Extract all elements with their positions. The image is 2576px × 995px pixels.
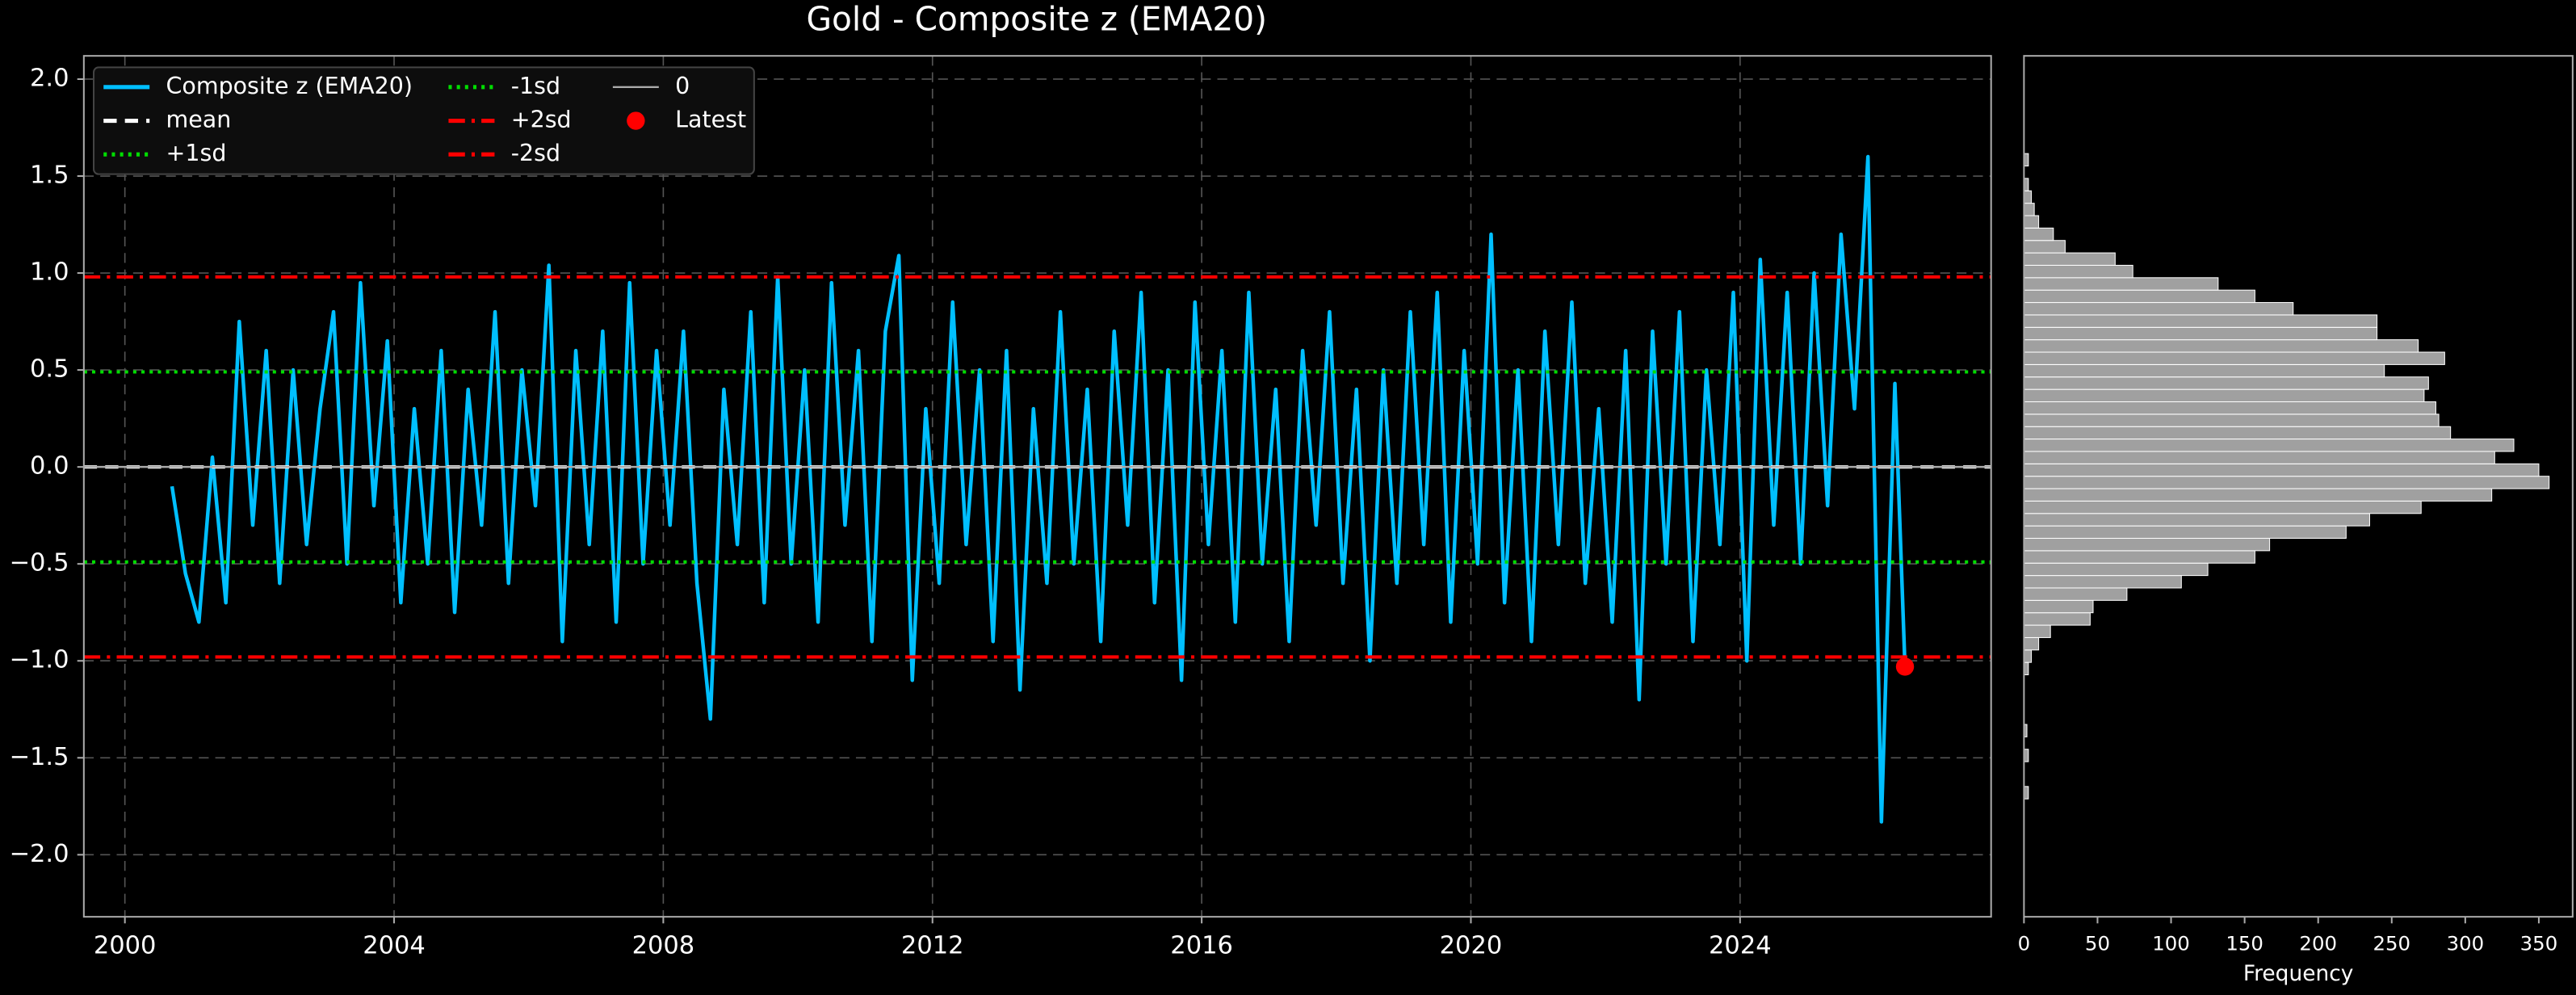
histogram-bar (2023, 624, 2051, 638)
x-tick-label: 250 (2373, 932, 2411, 955)
histogram-bar (2023, 289, 2255, 304)
x-tick-label: 2016 (1170, 931, 1233, 959)
plot-frame (2023, 55, 2574, 918)
histogram-bar (2023, 550, 2255, 564)
histogram-bar (2023, 215, 2040, 229)
histogram-bar (2023, 376, 2429, 390)
histogram-bar (2023, 302, 2294, 316)
y-tick-label: 1.5 (30, 162, 69, 190)
histogram-bar (2023, 326, 2378, 341)
histogram-bar (2023, 587, 2128, 601)
x-tick-label: 350 (2520, 932, 2558, 955)
x-tick-label: 2024 (1709, 931, 1772, 959)
histogram-bar (2023, 451, 2495, 464)
histogram-bar (2023, 264, 2133, 279)
chart-title: Gold - Composite z (EMA20) (807, 0, 1267, 38)
x-tick-label: 100 (2152, 932, 2190, 955)
histogram-bar (2023, 339, 2419, 353)
legend-label: -2sd (511, 140, 560, 166)
histogram-bar (2023, 538, 2271, 552)
histogram-bar (2023, 190, 2033, 204)
y-tick-label: −1.0 (9, 646, 69, 674)
histogram-bar (2023, 314, 2378, 328)
y-tick-label: 0.5 (30, 355, 69, 384)
x-tick-label: 2004 (363, 931, 426, 959)
x-tick-label: 2008 (632, 931, 695, 959)
y-tick-label: −2.0 (9, 840, 69, 868)
legend-label: -1sd (511, 73, 560, 99)
histogram-bar (2023, 227, 2054, 241)
x-tick-label: 2020 (1440, 931, 1503, 959)
legend-label: +2sd (511, 107, 572, 133)
x-tick-label: 2012 (901, 931, 964, 959)
histogram-bar (2023, 203, 2035, 216)
histogram-bar (2023, 636, 2040, 651)
y-tick-label: −0.5 (9, 549, 69, 577)
histogram-bar (2023, 476, 2550, 489)
histogram-bar (2023, 240, 2066, 254)
histogram-bar (2023, 439, 2515, 452)
histogram-bar (2023, 252, 2116, 266)
histogram-bar (2023, 612, 2091, 626)
histogram-bar (2023, 649, 2033, 663)
histogram-bar (2023, 426, 2452, 440)
histogram-bar (2023, 388, 2425, 402)
legend-label: Composite z (EMA20) (166, 73, 413, 99)
y-tick-label: 2.0 (30, 64, 69, 92)
x-tick-label: 2000 (94, 931, 157, 959)
histogram-bar (2023, 513, 2370, 527)
histogram-bar (2023, 500, 2422, 514)
histogram-bar (2023, 525, 2347, 539)
x-axis-title: Frequency (2243, 961, 2354, 986)
legend-label: +1sd (166, 140, 227, 166)
latest-marker (1895, 657, 1915, 676)
x-tick-label: 0 (2018, 932, 2031, 955)
legend-box (93, 66, 755, 175)
legend-label: mean (166, 107, 232, 133)
series-line (170, 154, 1907, 824)
plot-frame (82, 55, 1992, 918)
histogram-bar (2023, 488, 2493, 502)
histogram-bar (2023, 351, 2445, 365)
y-tick-label: −1.5 (9, 743, 69, 771)
histogram-bar (2023, 363, 2385, 378)
legend-label: Latest (675, 107, 746, 133)
legend-swatch (627, 111, 645, 130)
x-tick-label: 50 (2085, 932, 2110, 955)
histogram-bar (2023, 562, 2209, 577)
y-tick-label: 1.0 (30, 258, 69, 287)
x-tick-label: 300 (2447, 932, 2485, 955)
histogram-bar (2023, 575, 2182, 589)
x-tick-label: 150 (2226, 932, 2263, 955)
histogram-bar (2023, 277, 2219, 291)
histogram-bar (2023, 401, 2436, 415)
histogram-bar (2023, 414, 2440, 427)
histogram-bar (2023, 463, 2540, 477)
histogram-bar (2023, 599, 2094, 614)
y-tick-label: 0.0 (30, 452, 69, 481)
x-tick-label: 200 (2299, 932, 2337, 955)
legend-label: 0 (675, 73, 690, 99)
